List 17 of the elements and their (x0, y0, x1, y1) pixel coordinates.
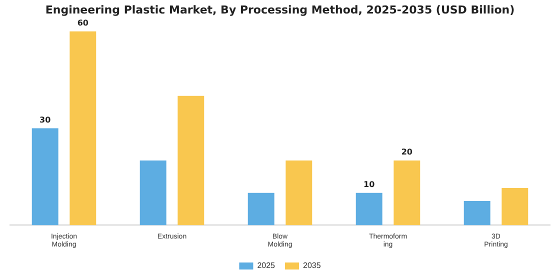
bar (464, 200, 490, 226)
bar (394, 160, 420, 226)
legend-label: 2035 (303, 261, 322, 270)
data-label: 60 (77, 18, 89, 28)
legend-label: 2025 (257, 261, 276, 270)
chart-title: Engineering Plastic Market, By Processing Method, 2025-2035 (USD Billion) (45, 3, 515, 16)
bar (178, 96, 204, 226)
bar (70, 31, 96, 226)
data-label: 30 (40, 115, 52, 124)
bar (248, 192, 274, 226)
bar (140, 160, 166, 226)
bar (502, 188, 528, 226)
data-label: 20 (401, 148, 413, 157)
bar (356, 192, 382, 226)
bar (32, 128, 58, 226)
bar (286, 160, 312, 226)
data-label: 10 (364, 180, 376, 189)
